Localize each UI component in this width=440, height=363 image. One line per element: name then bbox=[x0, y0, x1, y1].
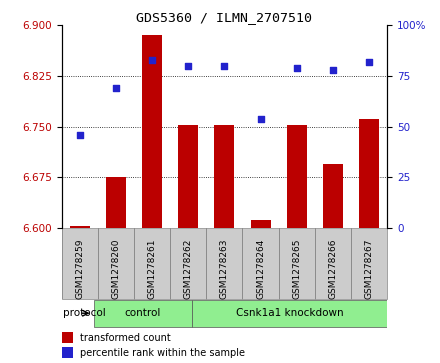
Bar bbox=[94, 300, 192, 327]
Bar bbox=[206, 228, 242, 299]
Point bbox=[257, 115, 264, 121]
Text: GSM1278261: GSM1278261 bbox=[147, 238, 157, 299]
Bar bbox=[359, 118, 379, 228]
Text: protocol: protocol bbox=[63, 308, 106, 318]
Bar bbox=[287, 125, 307, 228]
Bar bbox=[315, 228, 351, 299]
Bar bbox=[142, 35, 162, 228]
Bar bbox=[98, 228, 134, 299]
Text: control: control bbox=[125, 308, 161, 318]
Bar bbox=[192, 300, 387, 327]
Text: percentile rank within the sample: percentile rank within the sample bbox=[80, 348, 245, 358]
Text: GSM1278263: GSM1278263 bbox=[220, 238, 229, 299]
Bar bbox=[106, 176, 126, 228]
Text: GSM1278265: GSM1278265 bbox=[292, 238, 301, 299]
Text: GSM1278259: GSM1278259 bbox=[75, 238, 84, 299]
Bar bbox=[134, 228, 170, 299]
Bar bbox=[70, 226, 90, 228]
Point bbox=[366, 59, 373, 65]
Point bbox=[76, 132, 83, 138]
Bar bbox=[62, 332, 73, 343]
Bar bbox=[242, 228, 279, 299]
Text: GSM1278260: GSM1278260 bbox=[111, 238, 121, 299]
Point bbox=[293, 65, 300, 71]
Bar bbox=[251, 220, 271, 228]
Bar bbox=[62, 228, 98, 299]
Text: transformed count: transformed count bbox=[80, 333, 170, 343]
Bar bbox=[323, 164, 343, 228]
Text: GSM1278267: GSM1278267 bbox=[365, 238, 374, 299]
Text: GSM1278266: GSM1278266 bbox=[328, 238, 337, 299]
Bar bbox=[214, 125, 235, 228]
Point bbox=[112, 85, 119, 91]
Bar bbox=[178, 125, 198, 228]
Bar bbox=[351, 228, 387, 299]
Text: Csnk1a1 knockdown: Csnk1a1 knockdown bbox=[236, 308, 343, 318]
Text: GSM1278262: GSM1278262 bbox=[184, 238, 193, 299]
Point bbox=[149, 57, 156, 63]
Point bbox=[185, 63, 192, 69]
Text: GSM1278264: GSM1278264 bbox=[256, 238, 265, 299]
Bar bbox=[62, 347, 73, 358]
Bar bbox=[279, 228, 315, 299]
Title: GDS5360 / ILMN_2707510: GDS5360 / ILMN_2707510 bbox=[136, 11, 312, 24]
Point bbox=[221, 63, 228, 69]
Bar bbox=[170, 228, 206, 299]
Point bbox=[330, 67, 337, 73]
